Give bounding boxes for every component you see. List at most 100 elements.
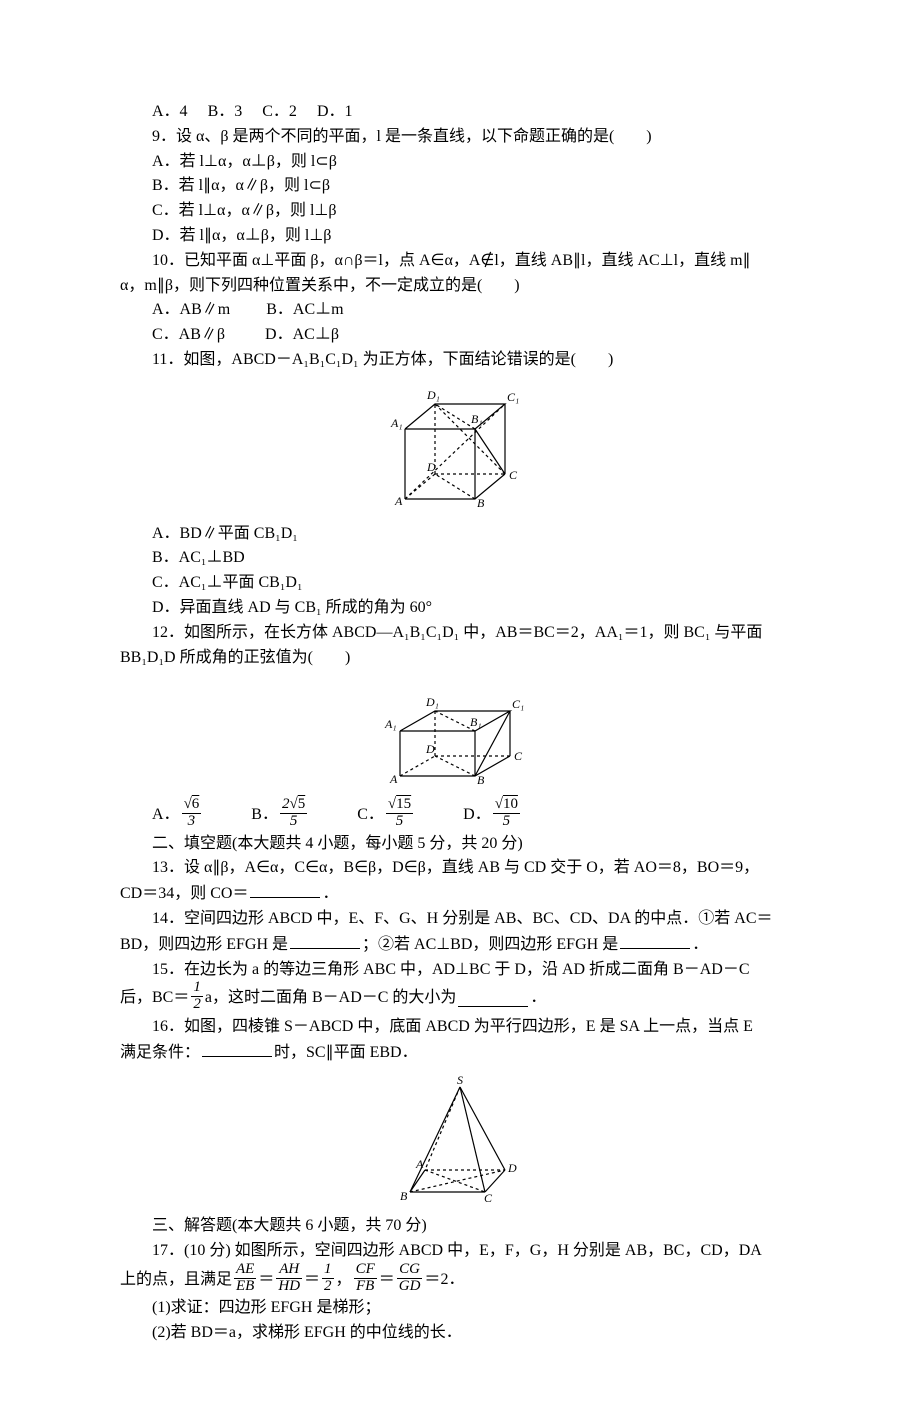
q10-stem1: 10．已知平面 α⊥平面 β，α∩β＝l，点 A∈α，A∉l，直线 AB∥l，直… (120, 249, 800, 274)
svg-text:B: B (477, 773, 485, 786)
q11-figure: A B C D A₁ B₁ C₁ D₁ (120, 379, 800, 518)
eq-sign: ＝ (304, 1268, 320, 1293)
q11-opt-c: C．AC₁⊥平面 CB₁D₁ (120, 571, 800, 596)
q12-opt-a: A．√63 (152, 799, 203, 832)
svg-text:S: S (457, 1073, 463, 1087)
q11-opt-a: A．BD∥平面 CB₁D₁ (120, 522, 800, 547)
svg-text:C: C (484, 1191, 493, 1202)
cube-icon: A B C D A₁ B₁ C₁ D₁ (385, 379, 535, 509)
blank-input (458, 990, 528, 1007)
blank-input (290, 932, 360, 949)
q10-opt-a: A．AB∥m (152, 301, 230, 318)
q10-opt-d: D．AC⊥β (265, 326, 339, 343)
frac-cf-fb: CFFB (354, 1262, 377, 1295)
frac-half: 12 (322, 1262, 334, 1295)
q15-line1: 15．在边长为 a 的等边三角形 ABC 中，AD⊥BC 于 D，沿 AD 折成… (120, 958, 800, 983)
frac-ah-hd: AHHD (276, 1262, 302, 1295)
q9-opt-c: C．若 l⊥α，α∥β，则 l⊥β (120, 199, 800, 224)
q15-pre: 后，BC＝ (120, 986, 189, 1011)
section2-heading: 二、填空题(本大题共 4 小题，每小题 5 分，共 20 分) (120, 832, 800, 857)
q8-opt-a: A．4 (152, 103, 188, 120)
q17-line2: 上的点，且满足 AEEB ＝ AHHD ＝ 12 ， CFFB ＝ CGGD ＝… (120, 1264, 800, 1297)
q11-opt-d: D．异面直线 AD 与 CB₁ 所成的角为 60° (120, 596, 800, 621)
svg-text:A: A (394, 494, 403, 508)
q13-pre: CD＝34，则 CO＝ (120, 885, 248, 902)
svg-text:C: C (509, 468, 518, 482)
q14-line2: BD，则四边形 EFGH 是 ；②若 AC⊥BD，则四边形 EFGH 是 ． (120, 932, 800, 958)
q15-mid: a，这时二面角 B－AD－C 的大小为 (205, 986, 457, 1011)
q17-sub1: (1)求证：四边形 EFGH 是梯形； (120, 1296, 800, 1321)
svg-text:C₁: C₁ (512, 697, 524, 711)
svg-text:C₁: C₁ (507, 390, 519, 404)
q9-opt-a: A．若 l⊥α，α⊥β，则 l⊂β (120, 150, 800, 175)
q16-figure: S A B C D (120, 1072, 800, 1211)
q15-post: ． (530, 986, 546, 1011)
q11-opt-b: B．AC₁⊥BD (120, 546, 800, 571)
q8-opt-b: B．3 (208, 103, 243, 120)
q14-mid: ；②若 AC⊥BD，则四边形 EFGH 是 (362, 936, 618, 953)
cuboid-icon: A B C D A₁ B₁ C₁ D₁ (380, 676, 540, 786)
q10-opts-row2: C．AB∥β D．AC⊥β (120, 323, 800, 348)
q9-opt-d: D．若 l∥α，α⊥β，则 l⊥β (120, 224, 800, 249)
q10-opts-row1: A．AB∥m B．AC⊥m (120, 298, 800, 323)
svg-text:B₁: B₁ (471, 412, 483, 426)
q14-pre: BD，则四边形 EFGH 是 (120, 936, 288, 953)
q17-line1: 17．(10 分) 如图所示，空间四边形 ABCD 中，E，F，G，H 分别是 … (120, 1239, 800, 1264)
svg-text:A: A (389, 772, 398, 786)
svg-text:D: D (507, 1161, 517, 1175)
svg-text:D₁: D₁ (425, 695, 439, 709)
q14-post: ． (692, 936, 708, 953)
svg-text:B₁: B₁ (470, 715, 482, 729)
svg-text:D: D (425, 742, 435, 756)
q12-stem2: BB₁D₁D 所成角的正弦值为( ) (120, 646, 800, 671)
q10-opt-c: C．AB∥β (152, 326, 225, 343)
q12-opt-c: C．√155 (357, 799, 415, 832)
eq-sign: ＝ (424, 1268, 440, 1293)
val-2: 2 (440, 1268, 448, 1293)
q8-opt-d: D．1 (317, 103, 353, 120)
q10-stem2: α，m∥β，则下列四种位置关系中，不一定成立的是( ) (120, 274, 800, 299)
blank-input (250, 881, 320, 898)
half-fraction: 12 (191, 980, 203, 1013)
eq-sign: ＝ (258, 1268, 274, 1293)
svg-text:B: B (400, 1189, 408, 1202)
q14-line1: 14．空间四边形 ABCD 中，E、F、G、H 分别是 AB、BC、CD、DA … (120, 907, 800, 932)
q12-options: A．√63 B．2√55 C．√155 D．√105 (120, 799, 800, 832)
svg-text:C: C (514, 749, 523, 763)
q12-figure: A B C D A₁ B₁ C₁ D₁ (120, 676, 800, 795)
svg-text:A₁: A₁ (384, 717, 397, 731)
blank-input (620, 932, 690, 949)
q9-opt-b: B．若 l∥α，α∥β，则 l⊂β (120, 174, 800, 199)
q15-line2: 后，BC＝ 12 a，这时二面角 B－AD－C 的大小为 ． (120, 982, 800, 1015)
pyramid-icon: S A B C D (380, 1072, 540, 1202)
svg-text:B: B (477, 496, 485, 509)
frac-ae-eb: AEEB (234, 1262, 256, 1295)
document-page: A．4 B．3 C．2 D．1 9．设 α、β 是两个不同的平面，l 是一条直线… (0, 0, 920, 1426)
q9-stem: 9．设 α、β 是两个不同的平面，l 是一条直线，以下命题正确的是( ) (120, 125, 800, 150)
svg-text:A: A (415, 1157, 424, 1171)
svg-text:D₁: D₁ (426, 388, 440, 402)
blank-input (202, 1040, 272, 1057)
svg-text:A₁: A₁ (390, 416, 403, 430)
q16-pre: 满足条件： (120, 1044, 200, 1061)
section3-heading: 三、解答题(本大题共 6 小题，共 70 分) (120, 1214, 800, 1239)
q10-opt-b: B．AC⊥m (266, 301, 343, 318)
svg-text:D: D (426, 460, 436, 474)
eq-sign: ＝ (379, 1268, 395, 1293)
q17-sub2: (2)若 BD＝a，求梯形 EFGH 的中位线的长． (120, 1321, 800, 1346)
q16-post: 时，SC∥平面 EBD． (274, 1044, 418, 1061)
q13-line1: 13．设 α∥β，A∈α，C∈α，B∈β，D∈β，直线 AB 与 CD 交于 O… (120, 856, 800, 881)
frac-cg-gd: CGGD (397, 1262, 423, 1295)
q12-opt-b: B．2√55 (251, 799, 309, 832)
q12-stem1: 12．如图所示，在长方体 ABCD—A₁B₁C₁D₁ 中，AB＝BC＝2，AA₁… (120, 621, 800, 646)
q13-line2: CD＝34，则 CO＝ ． (120, 881, 800, 907)
comma: ， (336, 1268, 352, 1293)
q13-post: ． (322, 885, 338, 902)
q17-pre: 上的点，且满足 (120, 1268, 232, 1293)
q16-line2: 满足条件： 时，SC∥平面 EBD． (120, 1040, 800, 1066)
q12-opt-d: D．√105 (463, 799, 522, 832)
q8-options: A．4 B．3 C．2 D．1 (120, 100, 800, 125)
q16-line1: 16．如图，四棱锥 S－ABCD 中，底面 ABCD 为平行四边形，E 是 SA… (120, 1015, 800, 1040)
q11-stem: 11．如图，ABCD－A₁B₁C₁D₁ 为正方体，下面结论错误的是( ) (120, 348, 800, 373)
q8-opt-c: C．2 (262, 103, 297, 120)
